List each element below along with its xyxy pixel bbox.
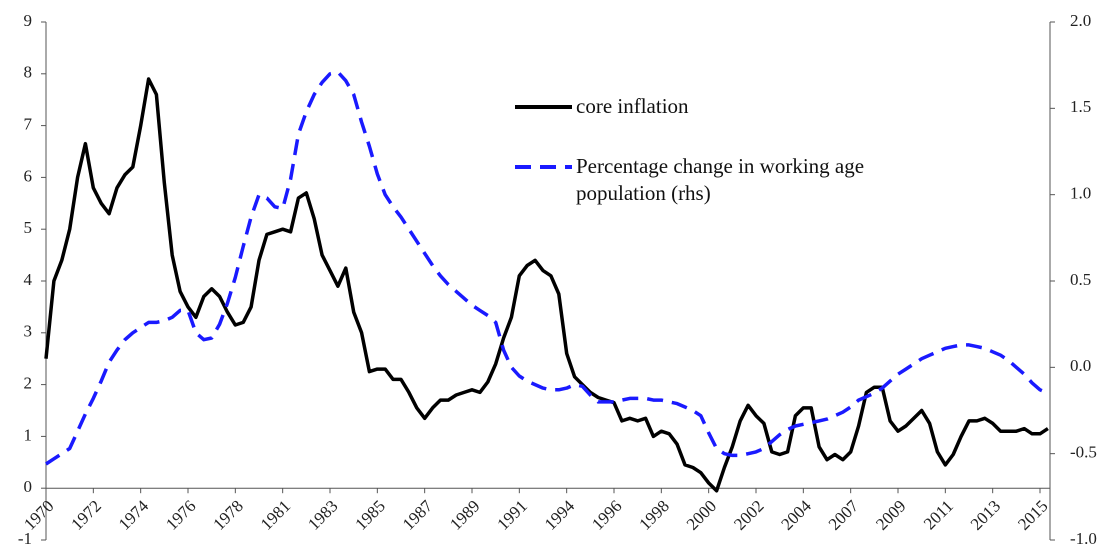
y-tick-label: 5 xyxy=(24,218,33,237)
x-tick-label: 1972 xyxy=(67,496,104,533)
x-tick-label: 2015 xyxy=(1014,496,1051,533)
x-tick-label: 2002 xyxy=(730,496,767,533)
y-tick-label: 8 xyxy=(24,63,33,82)
y2-tick-label: -1.0 xyxy=(1070,529,1097,545)
y2-tick-label: 0.0 xyxy=(1070,356,1091,375)
x-tick-label: 1989 xyxy=(446,496,483,533)
y-tick-label: 4 xyxy=(24,270,33,289)
x-tick-label: 2000 xyxy=(683,496,720,533)
y-tick-label: 3 xyxy=(24,322,33,341)
y2-tick-label: 1.0 xyxy=(1070,184,1091,203)
x-tick-label: 2013 xyxy=(967,496,1004,533)
x-tick-label: 1974 xyxy=(115,496,153,534)
y-tick-label: 7 xyxy=(24,115,33,134)
x-tick-label: 2011 xyxy=(920,496,957,533)
y-tick-label: 9 xyxy=(24,11,33,30)
x-tick-label: 2009 xyxy=(872,496,909,533)
x-tick-label: 1994 xyxy=(541,496,579,534)
x-tick-label: 1978 xyxy=(209,496,246,533)
y2-tick-label: -0.5 xyxy=(1070,443,1097,462)
y2-tick-label: 2.0 xyxy=(1070,11,1091,30)
x-tick-label: 1985 xyxy=(351,496,388,533)
x-tick-label: 1981 xyxy=(257,496,294,533)
x-tick-label: 1976 xyxy=(162,496,199,533)
x-tick-label: 2004 xyxy=(777,496,815,534)
y-tick-label: 1 xyxy=(24,425,33,444)
x-tick-label: 1987 xyxy=(399,496,437,534)
y-tick-label: 2 xyxy=(24,374,33,393)
y2-tick-label: 0.5 xyxy=(1070,270,1091,289)
x-tick-label: 2007 xyxy=(825,496,863,534)
series-line xyxy=(45,70,1049,466)
x-tick-label: 1983 xyxy=(304,496,341,533)
x-tick-label: 1996 xyxy=(588,496,625,533)
y-tick-label: 0 xyxy=(24,477,33,496)
x-tick-label: 1991 xyxy=(493,496,530,533)
y-tick-label: 6 xyxy=(24,166,33,185)
legend-label: core inflation xyxy=(576,94,689,118)
series-line xyxy=(44,77,1049,493)
legend-label: Percentage change in working age populat… xyxy=(576,154,865,205)
y2-tick-label: 1.5 xyxy=(1070,97,1091,116)
y-tick-label: -1 xyxy=(18,529,32,545)
x-tick-label: 1998 xyxy=(635,496,672,533)
